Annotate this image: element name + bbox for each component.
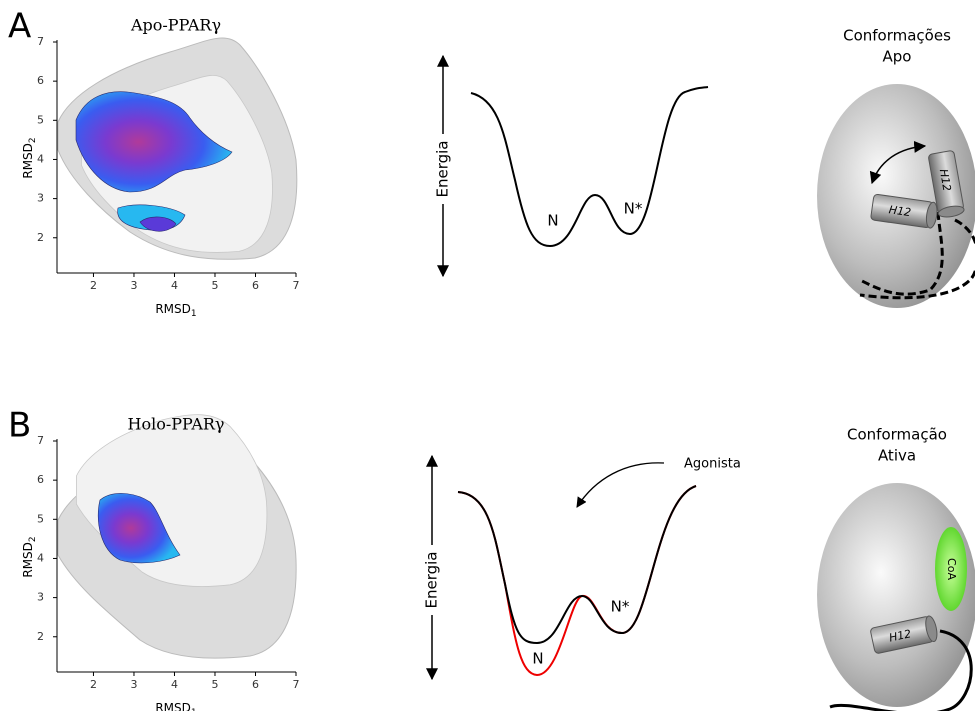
- panel-letter: B: [8, 406, 31, 446]
- label-sub: 1: [191, 708, 197, 711]
- y-tick-label: 5: [37, 113, 44, 126]
- energy-label: Energia: [434, 141, 452, 198]
- x-tick-label: 2: [90, 279, 97, 292]
- x-tick-label: 5: [211, 678, 218, 691]
- x-axis-label: RMSD1: [155, 701, 196, 711]
- y-axis-label: RMSD2: [21, 137, 38, 178]
- label-text: RMSD: [21, 143, 35, 179]
- helix-cap: [925, 201, 938, 229]
- y-tick-label: 3: [37, 192, 44, 205]
- x-tick-label: 3: [130, 279, 137, 292]
- annotation-arrow: [576, 462, 665, 508]
- x-tick-label: 6: [252, 678, 259, 691]
- cartoon-title: Conformação: [847, 426, 947, 444]
- contour-map: [57, 414, 297, 659]
- ligand: [935, 527, 967, 611]
- helix-cap: [937, 205, 965, 218]
- protein-body: [817, 483, 975, 707]
- energy-curve-agonist: [457, 485, 697, 677]
- protein-body: [817, 84, 975, 308]
- y-tick-label: 6: [37, 74, 44, 87]
- energy-curve: [457, 485, 697, 645]
- panel: BHolo-PPARγ234567234567RMSD1RMSD2Energia…: [8, 406, 975, 711]
- y-tick-label: 2: [37, 231, 44, 244]
- low-energy-basin: [97, 493, 181, 564]
- x-tick-label: 7: [293, 279, 300, 292]
- minimum-label: N: [532, 650, 543, 668]
- y-axis-label: RMSD2: [21, 536, 38, 577]
- backbone: [859, 211, 975, 300]
- y-tick-label: 7: [37, 35, 44, 48]
- y-tick-label: 7: [37, 434, 44, 447]
- backbone: [829, 629, 973, 711]
- contour-map: [57, 37, 298, 260]
- helix: H12: [928, 150, 965, 218]
- annotation: Agonista: [684, 457, 741, 472]
- x-tick-label: 5: [211, 279, 218, 292]
- label-text: RMSD: [155, 302, 191, 316]
- y-tick-label: 4: [37, 152, 44, 165]
- energy-label: Energia: [423, 552, 441, 609]
- plot-title: Apo-PPARγ: [130, 16, 221, 35]
- minimum-label: N*: [611, 598, 630, 616]
- label-sub: 1: [191, 309, 197, 319]
- cartoon-title: Ativa: [878, 447, 916, 465]
- ligand-label: CoA: [945, 558, 958, 580]
- motion-arrow: [869, 140, 927, 185]
- label-bg: [423, 545, 441, 615]
- x-tick-label: 3: [130, 678, 137, 691]
- y-tick-label: 3: [37, 591, 44, 604]
- x-tick-label: 4: [171, 279, 178, 292]
- helix-label: H12: [888, 627, 912, 644]
- helix-label: H12: [937, 168, 954, 192]
- minimum-label: N*: [624, 200, 643, 218]
- x-tick-label: 6: [252, 279, 259, 292]
- energy-curve: [470, 86, 709, 248]
- cartoon-title: Apo: [883, 48, 912, 66]
- label-bg: [434, 134, 452, 204]
- y-tick-label: 2: [37, 630, 44, 643]
- low-energy-basin: [139, 216, 177, 232]
- x-axis-label: RMSD1: [155, 302, 196, 319]
- helix-cap: [925, 615, 938, 643]
- minimum-label: N: [547, 212, 558, 230]
- helix: H12: [870, 193, 938, 229]
- y-tick-label: 6: [37, 473, 44, 486]
- low-energy-basin: [75, 91, 233, 193]
- x-tick-label: 4: [171, 678, 178, 691]
- plot-title: Holo-PPARγ: [128, 415, 225, 434]
- x-tick-label: 2: [90, 678, 97, 691]
- label-text: RMSD: [155, 701, 191, 711]
- label-sub: 2: [28, 536, 38, 542]
- helix: H12: [870, 615, 938, 654]
- cartoon-title: Conformações: [843, 27, 951, 45]
- y-tick-label: 4: [37, 551, 44, 564]
- label-sub: 2: [28, 137, 38, 143]
- panel-letter: A: [8, 7, 31, 47]
- y-tick-label: 5: [37, 512, 44, 525]
- helix-label: H12: [888, 203, 912, 219]
- x-tick-label: 7: [293, 678, 300, 691]
- label-text: RMSD: [21, 542, 35, 578]
